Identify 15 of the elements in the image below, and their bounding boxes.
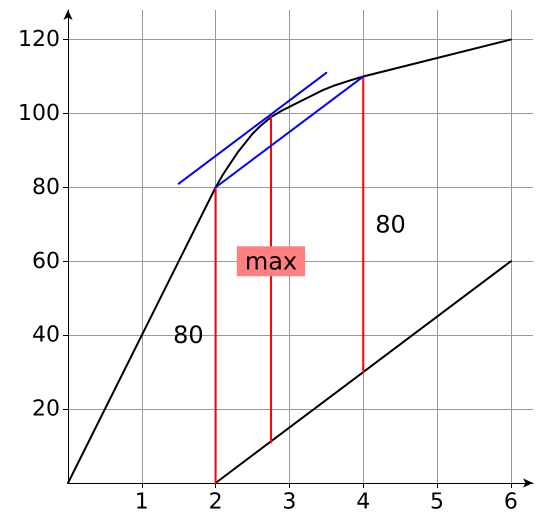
y-tick-label: 120 (18, 27, 60, 52)
y-tick-label: 60 (32, 248, 60, 274)
y-tick-label: 80 (32, 174, 60, 200)
y-tick-label: 20 (32, 396, 60, 422)
annotation: 80 (375, 210, 406, 238)
x-tick-label: 1 (134, 490, 149, 514)
x-tick-label: 2 (208, 490, 223, 514)
y-tick-label: 40 (32, 322, 60, 348)
x-tick-label: 5 (430, 490, 444, 514)
x-tick-label: 6 (504, 490, 518, 514)
y-tick-label: 100 (18, 100, 60, 126)
annotation: 80 (173, 321, 204, 350)
x-tick-label: 3 (282, 490, 296, 514)
annotation: max (244, 247, 298, 276)
x-tick-label: 4 (356, 490, 370, 514)
